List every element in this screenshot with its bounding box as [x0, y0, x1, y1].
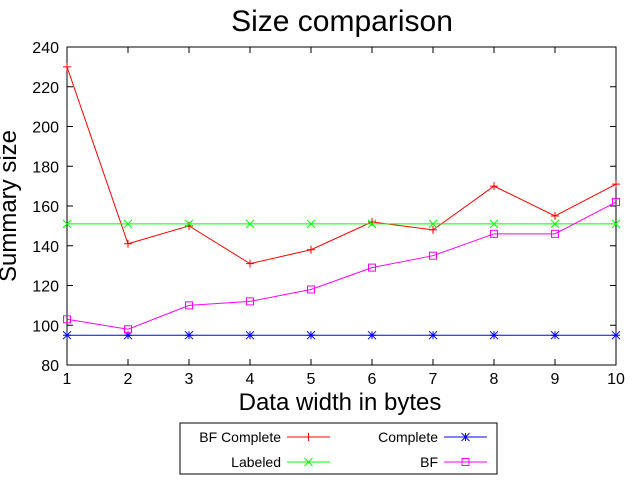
y-axis: 80 100 120 140 160 180 200 220 240 [32, 40, 616, 375]
data-point-complete [367, 330, 377, 340]
data-point-complete [245, 330, 255, 340]
data-point-labeled [367, 219, 377, 229]
legend-label-bf-complete: BF Complete [199, 429, 281, 445]
data-point-complete [550, 330, 560, 340]
data-point-bf-complete [429, 225, 437, 234]
series-line-bf-complete [66, 66, 617, 265]
x-tick-label: 6 [368, 371, 377, 388]
data-point-bf-complete [368, 217, 376, 226]
data-point-labeled [550, 219, 560, 229]
y-tick-label: 220 [32, 80, 59, 97]
series-line-bf [66, 201, 617, 330]
chart-title: Size comparison [231, 5, 453, 38]
data-point-complete [184, 330, 194, 340]
x-axis-label: Data width in bytes [239, 389, 442, 416]
y-tick-label: 100 [32, 318, 59, 335]
y-tick-label: 80 [41, 358, 59, 375]
data-point-labeled [184, 219, 194, 229]
series-labeled [62, 219, 621, 229]
data-point-bf [246, 297, 254, 306]
series-complete [62, 330, 621, 340]
x-tick-label: 3 [185, 371, 194, 388]
data-point-bf-complete [246, 259, 254, 268]
data-point-bf-complete [612, 180, 620, 189]
data-point-bf-complete [185, 221, 193, 230]
y-tick-label: 120 [32, 279, 59, 296]
data-point-labeled [123, 219, 133, 229]
data-point-labeled [489, 219, 499, 229]
data-point-bf-complete [490, 182, 498, 191]
x-tick-label: 2 [124, 371, 133, 388]
data-point-complete [306, 330, 316, 340]
y-tick-label: 140 [32, 239, 59, 256]
legend-marker-labeled [304, 457, 313, 467]
x-tick-label: 9 [551, 371, 560, 388]
x-tick-label: 8 [490, 371, 499, 388]
data-point-bf [429, 251, 437, 260]
series-bf [63, 198, 620, 334]
data-point-bf [490, 229, 498, 238]
x-tick-label: 1 [63, 371, 72, 388]
data-point-labeled [428, 219, 438, 229]
data-point-labeled [245, 219, 255, 229]
legend-marker-bf [461, 458, 470, 466]
data-point-bf [63, 315, 71, 324]
x-tick-label: 4 [246, 371, 255, 388]
legend: BF Complete Complete Labeled BF [179, 422, 498, 475]
y-tick-label: 180 [32, 159, 59, 176]
x-tick-label: 10 [607, 371, 625, 388]
data-point-bf [185, 301, 193, 310]
y-tick-label: 200 [32, 120, 59, 137]
data-point-bf [368, 263, 376, 272]
x-tick-label: 5 [307, 371, 316, 388]
legend-label-complete: Complete [378, 429, 438, 445]
legend-marker-bf-complete [304, 433, 313, 441]
data-point-labeled [62, 219, 72, 229]
data-point-labeled [611, 219, 621, 229]
data-point-complete [611, 330, 621, 340]
data-point-bf [551, 229, 559, 238]
data-point-bf-complete [63, 62, 71, 71]
data-point-bf-complete [124, 239, 132, 248]
legend-box [179, 422, 498, 475]
legend-label-bf: BF [420, 454, 438, 470]
data-point-bf [307, 285, 315, 294]
series-layer [62, 62, 621, 340]
y-tick-label: 160 [32, 199, 59, 216]
data-point-bf-complete [307, 245, 315, 254]
data-point-bf [612, 198, 620, 207]
series-bf-complete [63, 62, 620, 268]
data-point-complete [123, 330, 133, 340]
data-point-bf [124, 325, 132, 334]
legend-label-labeled: Labeled [231, 454, 281, 470]
data-point-complete [428, 330, 438, 340]
y-tick-label: 240 [32, 40, 59, 57]
x-axis: 1 2 3 4 5 6 7 8 9 10 [63, 47, 625, 388]
data-point-labeled [306, 219, 316, 229]
legend-marker-complete [461, 432, 470, 442]
data-point-complete [489, 330, 499, 340]
y-axis-label: Summary size [0, 130, 22, 282]
data-point-bf-complete [551, 211, 559, 220]
data-point-complete [62, 330, 72, 340]
x-tick-label: 7 [429, 371, 438, 388]
